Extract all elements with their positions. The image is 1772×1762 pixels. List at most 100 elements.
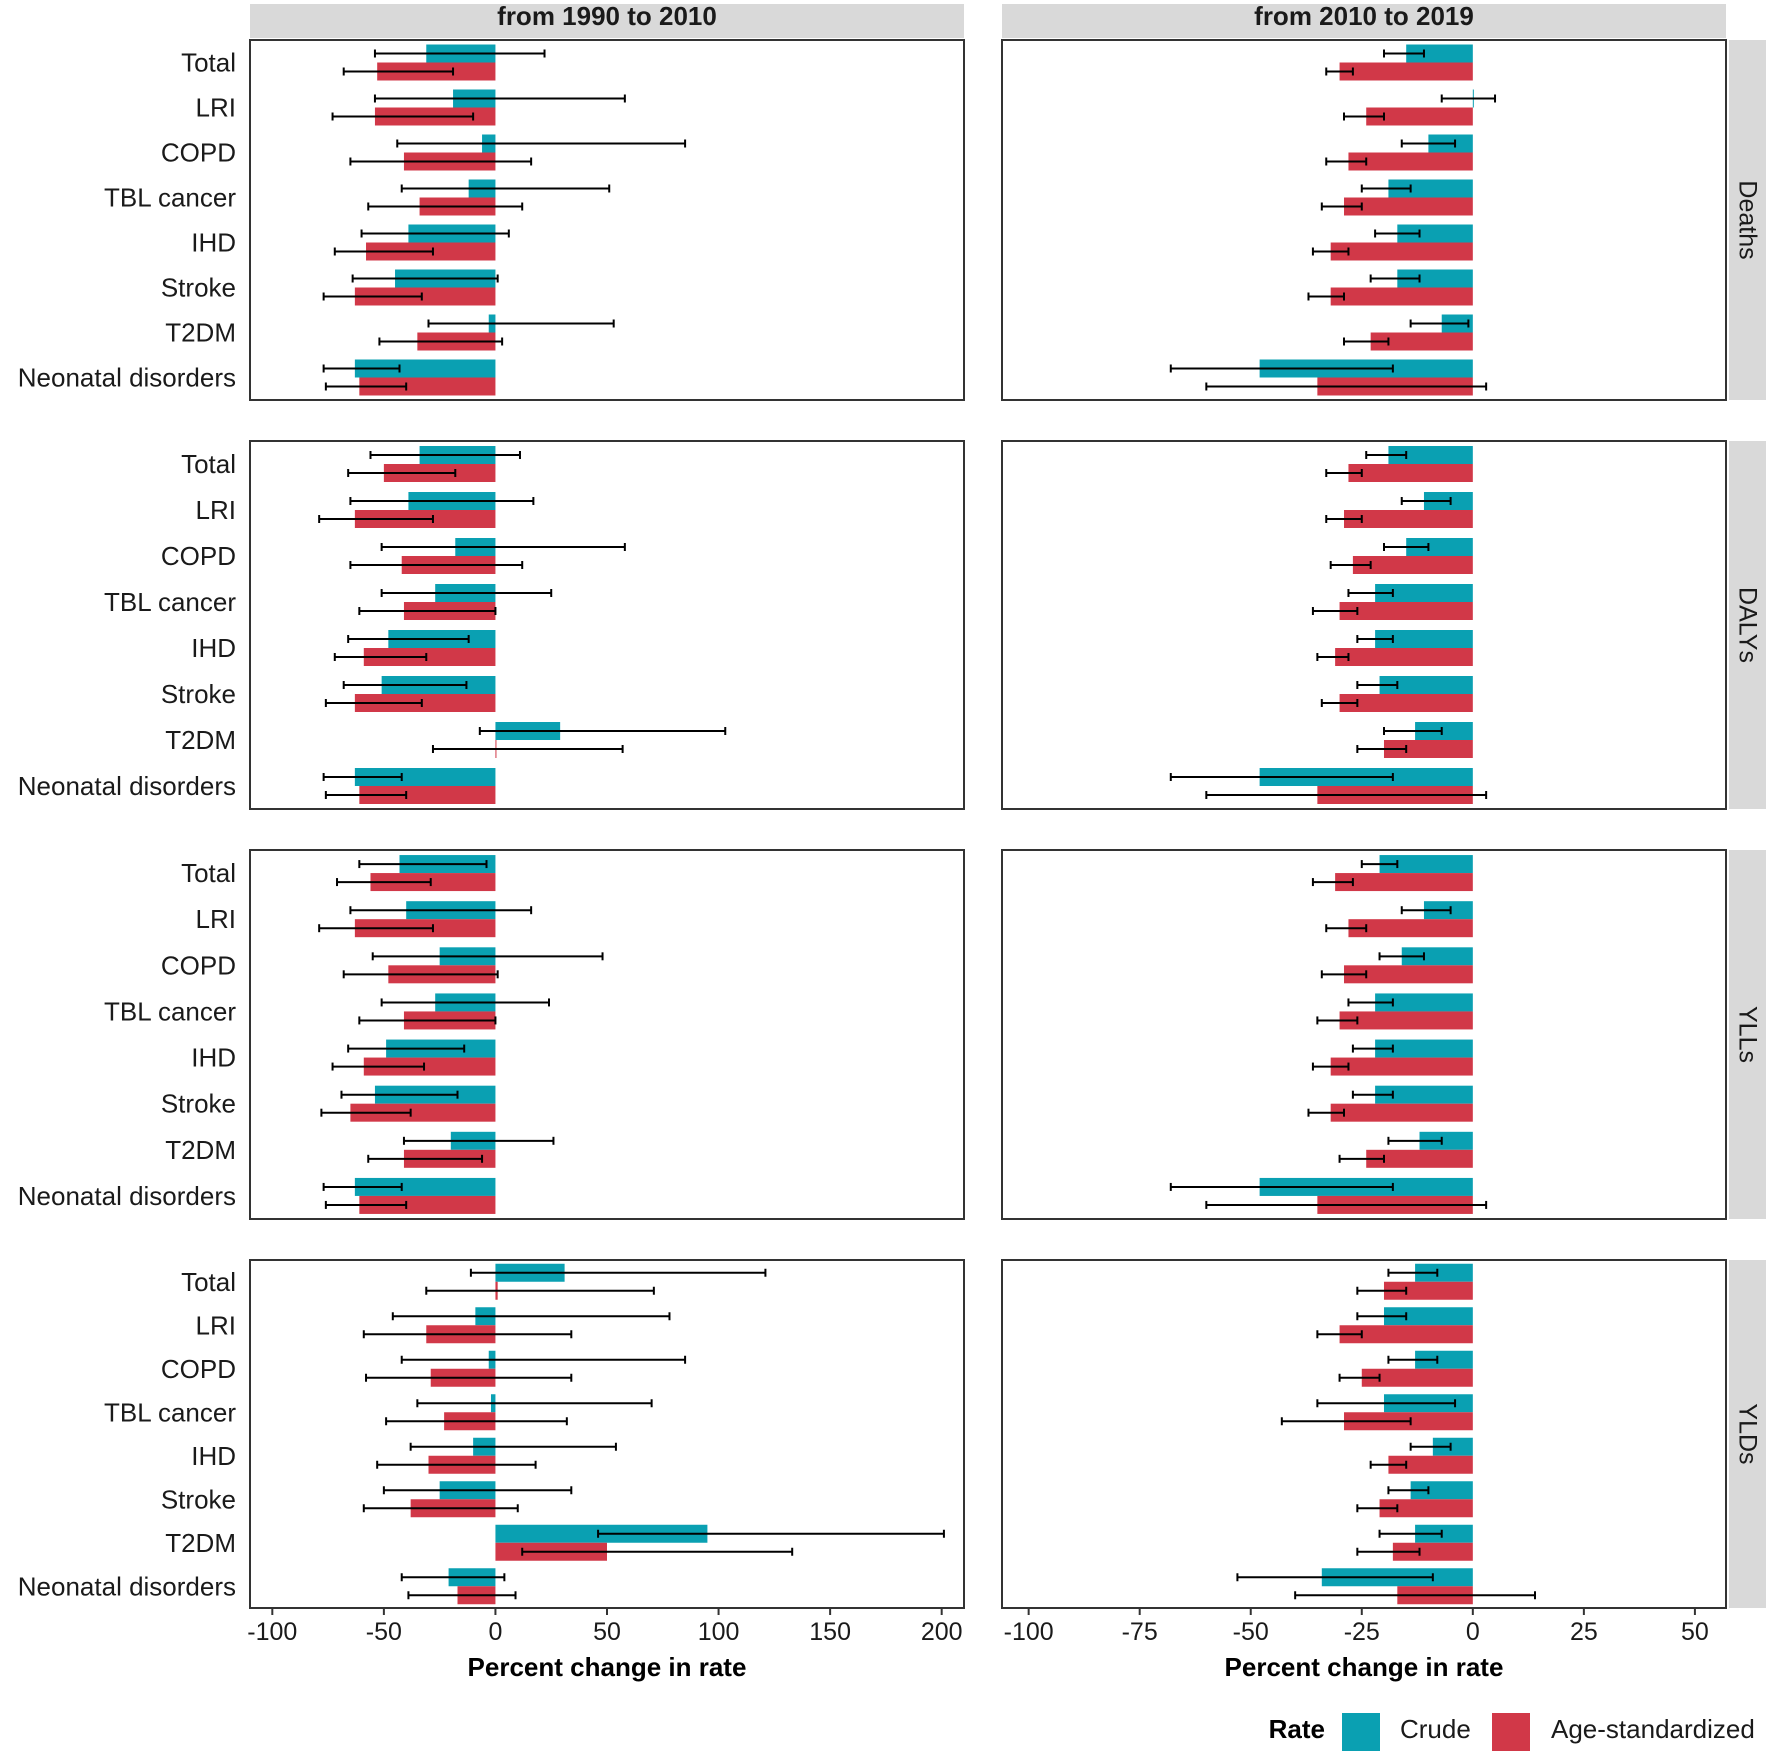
panel-dalys-1-border bbox=[249, 440, 965, 810]
category-label-stroke-ylds: Stroke bbox=[161, 1484, 236, 1514]
bar-age-standardized-copd-ylds-2 bbox=[1361, 1368, 1473, 1387]
category-label-lri-ylds: LRI bbox=[196, 1310, 236, 1340]
row-strip-ylds bbox=[1729, 1260, 1766, 1608]
column-strip-label-2: from 2010 to 2019 bbox=[1254, 1, 1474, 31]
legend-swatch-age-standardized bbox=[1492, 1713, 1530, 1751]
category-label-tbl-cancer-ylls: TBL cancer bbox=[104, 996, 236, 1026]
bar-age-standardized-stroke-ylls-2 bbox=[1330, 1103, 1473, 1122]
bar-age-standardized-t2dm-ylls-2 bbox=[1366, 1149, 1473, 1168]
category-label-stroke-deaths: Stroke bbox=[161, 273, 236, 303]
x-tick-label-2-25: -25 bbox=[1344, 1618, 1380, 1646]
bar-crude-lri-ylds-2 bbox=[1383, 1307, 1473, 1326]
legend-label-crude: Crude bbox=[1400, 1714, 1471, 1744]
bar-crude-total-ylls-2 bbox=[1379, 855, 1473, 874]
bar-age-standardized-ihd-dalys-2 bbox=[1335, 648, 1473, 666]
bar-crude-neonatal-disorders-dalys-1 bbox=[354, 768, 496, 786]
x-tick-label-1-50: 50 bbox=[593, 1618, 621, 1646]
x-tick-label-1-150: 150 bbox=[809, 1618, 851, 1646]
bar-age-standardized-neonatal-disorders-dalys-1 bbox=[359, 786, 496, 804]
bar-age-standardized-total-ylds-2 bbox=[1383, 1281, 1473, 1300]
category-label-stroke-dalys: Stroke bbox=[161, 679, 236, 709]
bar-age-standardized-stroke-ylds-2 bbox=[1379, 1499, 1473, 1518]
bar-age-standardized-total-ylls-1 bbox=[370, 873, 496, 892]
category-label-tbl-cancer-ylds: TBL cancer bbox=[104, 1397, 236, 1427]
bar-crude-tbl-cancer-dalys-2 bbox=[1375, 584, 1473, 602]
bar-crude-total-dalys-2 bbox=[1388, 446, 1473, 464]
category-label-neonatal-disorders-ylds: Neonatal disorders bbox=[18, 1571, 236, 1601]
bar-age-standardized-ihd-deaths-2 bbox=[1330, 242, 1473, 261]
bar-age-standardized-tbl-cancer-ylls-2 bbox=[1339, 1011, 1473, 1030]
category-label-lri-dalys: LRI bbox=[196, 495, 236, 525]
x-tick-label-2-100: -100 bbox=[1004, 1618, 1054, 1646]
bar-age-standardized-copd-dalys-2 bbox=[1352, 556, 1473, 574]
bar-crude-stroke-dalys-2 bbox=[1379, 676, 1473, 694]
bar-crude-total-deaths-2 bbox=[1406, 44, 1473, 63]
row-strip-label-ylds: YLDs bbox=[1734, 1403, 1762, 1464]
bar-crude-copd-ylds-2 bbox=[1415, 1350, 1473, 1369]
bar-age-standardized-lri-ylls-2 bbox=[1348, 919, 1473, 938]
bar-age-standardized-stroke-deaths-1 bbox=[354, 287, 496, 306]
bar-crude-stroke-deaths-2 bbox=[1397, 269, 1473, 288]
panel-dalys-2-border bbox=[1001, 440, 1727, 810]
panel-ylds-2-border bbox=[1001, 1259, 1727, 1609]
category-label-neonatal-disorders-ylls: Neonatal disorders bbox=[18, 1181, 236, 1211]
x-tick-label-1-50: -50 bbox=[366, 1618, 402, 1646]
category-label-t2dm-deaths: T2DM bbox=[165, 318, 236, 348]
category-label-copd-ylls: COPD bbox=[161, 950, 236, 980]
category-label-tbl-cancer-deaths: TBL cancer bbox=[104, 183, 236, 213]
category-label-total-ylls: Total bbox=[181, 858, 236, 888]
bar-crude-tbl-cancer-ylls-2 bbox=[1375, 993, 1473, 1012]
bar-age-standardized-ihd-ylls-1 bbox=[363, 1057, 496, 1076]
category-label-stroke-ylls: Stroke bbox=[161, 1089, 236, 1119]
bar-crude-ihd-deaths-2 bbox=[1397, 224, 1473, 243]
bar-age-standardized-neonatal-disorders-deaths-1 bbox=[359, 377, 496, 396]
bar-age-standardized-total-ylls-2 bbox=[1335, 873, 1473, 892]
category-label-neonatal-disorders-deaths: Neonatal disorders bbox=[18, 363, 236, 393]
category-label-tbl-cancer-dalys: TBL cancer bbox=[104, 587, 236, 617]
bar-crude-t2dm-dalys-2 bbox=[1415, 722, 1473, 740]
x-tick-label-2-0: 0 bbox=[1466, 1618, 1480, 1646]
x-tick-label-2-50: -50 bbox=[1233, 1618, 1269, 1646]
category-label-ihd-ylds: IHD bbox=[191, 1441, 236, 1471]
category-label-total-dalys: Total bbox=[181, 449, 236, 479]
bar-age-standardized-tbl-cancer-deaths-2 bbox=[1344, 197, 1473, 216]
x-tick-label-1-200: 200 bbox=[921, 1618, 963, 1646]
category-label-t2dm-ylds: T2DM bbox=[165, 1528, 236, 1558]
bar-crude-ihd-ylds-2 bbox=[1432, 1437, 1473, 1456]
x-tick-label-1-100: 100 bbox=[698, 1618, 740, 1646]
category-label-ihd-dalys: IHD bbox=[191, 633, 236, 663]
bar-age-standardized-copd-deaths-2 bbox=[1348, 152, 1473, 171]
bar-age-standardized-lri-dalys-2 bbox=[1344, 510, 1473, 528]
panel-ylls-2-border bbox=[1001, 849, 1727, 1220]
legend-title: Rate bbox=[1269, 1714, 1325, 1744]
bar-age-standardized-total-dalys-2 bbox=[1348, 464, 1473, 482]
bar-age-standardized-lri-deaths-2 bbox=[1366, 107, 1473, 126]
x-tick-label-2-75: -75 bbox=[1122, 1618, 1158, 1646]
bar-crude-ihd-ylls-2 bbox=[1375, 1039, 1473, 1058]
bar-age-standardized-neonatal-disorders-ylls-1 bbox=[359, 1195, 496, 1214]
bar-age-standardized-ihd-ylds-2 bbox=[1388, 1455, 1473, 1474]
category-label-ihd-deaths: IHD bbox=[191, 228, 236, 258]
bar-age-standardized-copd-ylls-2 bbox=[1344, 965, 1473, 984]
bar-age-standardized-ihd-dalys-1 bbox=[363, 648, 496, 666]
bar-age-standardized-tbl-cancer-dalys-2 bbox=[1339, 602, 1473, 620]
category-label-total-deaths: Total bbox=[181, 48, 236, 78]
category-label-t2dm-ylls: T2DM bbox=[165, 1135, 236, 1165]
legend-label-age-standardized: Age-standardized bbox=[1551, 1714, 1755, 1744]
bar-age-standardized-t2dm-dalys-2 bbox=[1383, 740, 1473, 758]
row-strip-dalys bbox=[1729, 441, 1766, 809]
x-tick-label-1-0: 0 bbox=[488, 1618, 502, 1646]
bar-age-standardized-stroke-ylls-1 bbox=[350, 1103, 496, 1122]
row-strip-label-dalys: DALYs bbox=[1734, 587, 1762, 663]
panel-deaths-2-border bbox=[1001, 39, 1727, 401]
category-label-copd-deaths: COPD bbox=[161, 138, 236, 168]
category-label-copd-ylds: COPD bbox=[161, 1354, 236, 1384]
bar-age-standardized-stroke-deaths-2 bbox=[1330, 287, 1473, 306]
bar-age-standardized-stroke-dalys-2 bbox=[1339, 694, 1473, 712]
bar-crude-neonatal-disorders-deaths-1 bbox=[354, 359, 496, 378]
bar-crude-total-ylds-2 bbox=[1415, 1263, 1473, 1282]
bar-crude-t2dm-ylds-2 bbox=[1415, 1524, 1473, 1543]
x-tick-label-2-25: 25 bbox=[1570, 1618, 1598, 1646]
